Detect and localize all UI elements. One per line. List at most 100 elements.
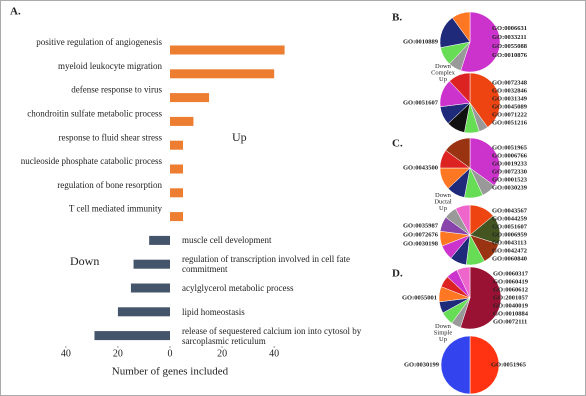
pie-slice xyxy=(449,72,471,104)
bar xyxy=(130,283,170,293)
x-tick-label: 20 xyxy=(113,348,123,359)
slice-label: GO:0055088 xyxy=(492,43,528,50)
slice-label: GO:0033211 xyxy=(492,34,527,41)
panel-letter: D. xyxy=(392,268,403,280)
slice-label: GO:0010876 xyxy=(492,52,528,59)
slice-label: GO:0042472 xyxy=(492,247,527,254)
slice-label: GO:0051965 xyxy=(491,361,527,368)
pie-slice xyxy=(455,204,471,236)
panel-letter: B. xyxy=(392,12,402,24)
slice-label: GO:0072111 xyxy=(493,318,527,325)
category-label: muscle cell development xyxy=(182,235,272,246)
category-label: regulation of bone resorption xyxy=(57,180,162,190)
bar xyxy=(170,116,194,126)
category-label: release of sequestered calcium ion into … xyxy=(182,325,362,346)
slice-label: GO:0043567 xyxy=(492,207,528,214)
category-label: regulation of transcription involved in … xyxy=(182,254,350,275)
pie-slice xyxy=(460,266,502,330)
pie-slice xyxy=(469,72,501,128)
pie-slice xyxy=(460,11,501,73)
pie-slice xyxy=(456,266,471,299)
slice-label: GO:0032846 xyxy=(492,87,528,94)
group-label: Ductal xyxy=(434,198,452,205)
bar xyxy=(170,188,184,198)
slice-label: GO:0006959 xyxy=(492,231,528,238)
category-label-box: acylglycerol metabolic process xyxy=(182,283,294,293)
group-label: Up xyxy=(439,76,447,83)
group-label: Down xyxy=(435,63,452,70)
bar xyxy=(170,45,285,55)
group-label: Complex xyxy=(431,69,456,76)
slice-label: GO:0044259 xyxy=(492,215,528,222)
bar xyxy=(170,69,275,79)
category-label: acylglycerol metabolic process xyxy=(182,283,294,293)
slice-label: GO:0051607 xyxy=(403,99,439,106)
slice-label: GO:0010889 xyxy=(403,38,439,45)
bar xyxy=(170,93,210,103)
panel-letter: C. xyxy=(392,138,403,150)
slice-label: GO:0001523 xyxy=(492,176,528,183)
category-label-box: muscle cell development xyxy=(182,235,272,246)
slice-label: GO:2001057 xyxy=(493,294,529,301)
slice-label: GO:0043500 xyxy=(403,164,438,171)
group-label: Down xyxy=(435,323,452,330)
category-label-box: release of sequestered calcium ion into … xyxy=(182,325,362,346)
slice-label: GO:0030198 xyxy=(403,240,439,247)
x-tick-label: 20 xyxy=(217,348,227,359)
slice-label: GO:0019233 xyxy=(492,160,528,167)
slice-label: GO:0030199 xyxy=(404,361,440,368)
group-label: Up xyxy=(439,336,447,343)
pie-slice xyxy=(440,335,471,395)
pie-slice xyxy=(445,137,471,169)
category-label: positive regulation of angiogenesis xyxy=(36,37,162,47)
category-label: lipid homeostasis xyxy=(182,306,245,317)
category-label-box: regulation of transcription involved in … xyxy=(182,254,350,275)
slice-label: GO:0055001 xyxy=(402,294,437,301)
pie-slice xyxy=(452,11,471,43)
bar xyxy=(170,164,184,174)
slice-label: GO:0060612 xyxy=(493,286,528,293)
panel-letter: A. xyxy=(10,6,21,18)
category-label: T cell mediated immunity xyxy=(69,204,163,214)
bar xyxy=(170,212,184,222)
slice-label: GO:0030239 xyxy=(492,184,528,191)
slice-label: GO:0071222 xyxy=(492,111,527,118)
bar xyxy=(94,331,170,341)
slice-label: GO:0072676 xyxy=(403,231,439,238)
bar xyxy=(117,307,170,317)
series-label: Up xyxy=(232,130,247,144)
category-label-box: lipid homeostasis xyxy=(182,306,245,317)
category-label: chondroitin sulfate metabolic process xyxy=(27,108,162,118)
slice-label: GO:0072330 xyxy=(492,168,527,175)
slice-label: GO:0040019 xyxy=(493,302,529,309)
slice-label: GO:0051216 xyxy=(492,119,528,126)
category-label: response to fluid shear stress xyxy=(59,132,163,142)
slice-label: GO:0060419 xyxy=(493,278,529,285)
x-axis-label: Number of genes included xyxy=(112,366,229,378)
category-label: nucleoside phosphate catabolic process xyxy=(21,156,163,166)
bar xyxy=(170,140,184,150)
x-tick-label: 0 xyxy=(168,348,173,359)
x-tick-label: 40 xyxy=(269,348,279,359)
group-label: Up xyxy=(439,205,447,212)
pie-slice xyxy=(469,335,500,395)
slice-label: GO:0051607 xyxy=(492,223,528,230)
category-label: defense response to virus xyxy=(71,85,162,95)
slice-label: GO:0031349 xyxy=(492,95,528,102)
slice-label: GO:0072348 xyxy=(492,79,528,86)
series-label: Down xyxy=(70,254,99,268)
slice-label: GO:0035987 xyxy=(403,222,439,229)
bar xyxy=(133,259,170,269)
slice-label: GO:0010884 xyxy=(493,310,529,317)
group-label: Simple xyxy=(434,329,453,336)
slice-label: GO:0051965 xyxy=(492,144,528,151)
slice-label: GO:0045089 xyxy=(492,103,528,110)
pie-slice xyxy=(469,137,501,186)
x-tick-label: 40 xyxy=(61,348,71,359)
slice-label: GO:0006631 xyxy=(492,25,527,32)
slice-label: GO:0060317 xyxy=(493,270,529,277)
group-label: Down xyxy=(435,192,452,199)
slice-label: GO:0060840 xyxy=(492,255,527,262)
slice-label: GO:0006766 xyxy=(492,152,528,159)
